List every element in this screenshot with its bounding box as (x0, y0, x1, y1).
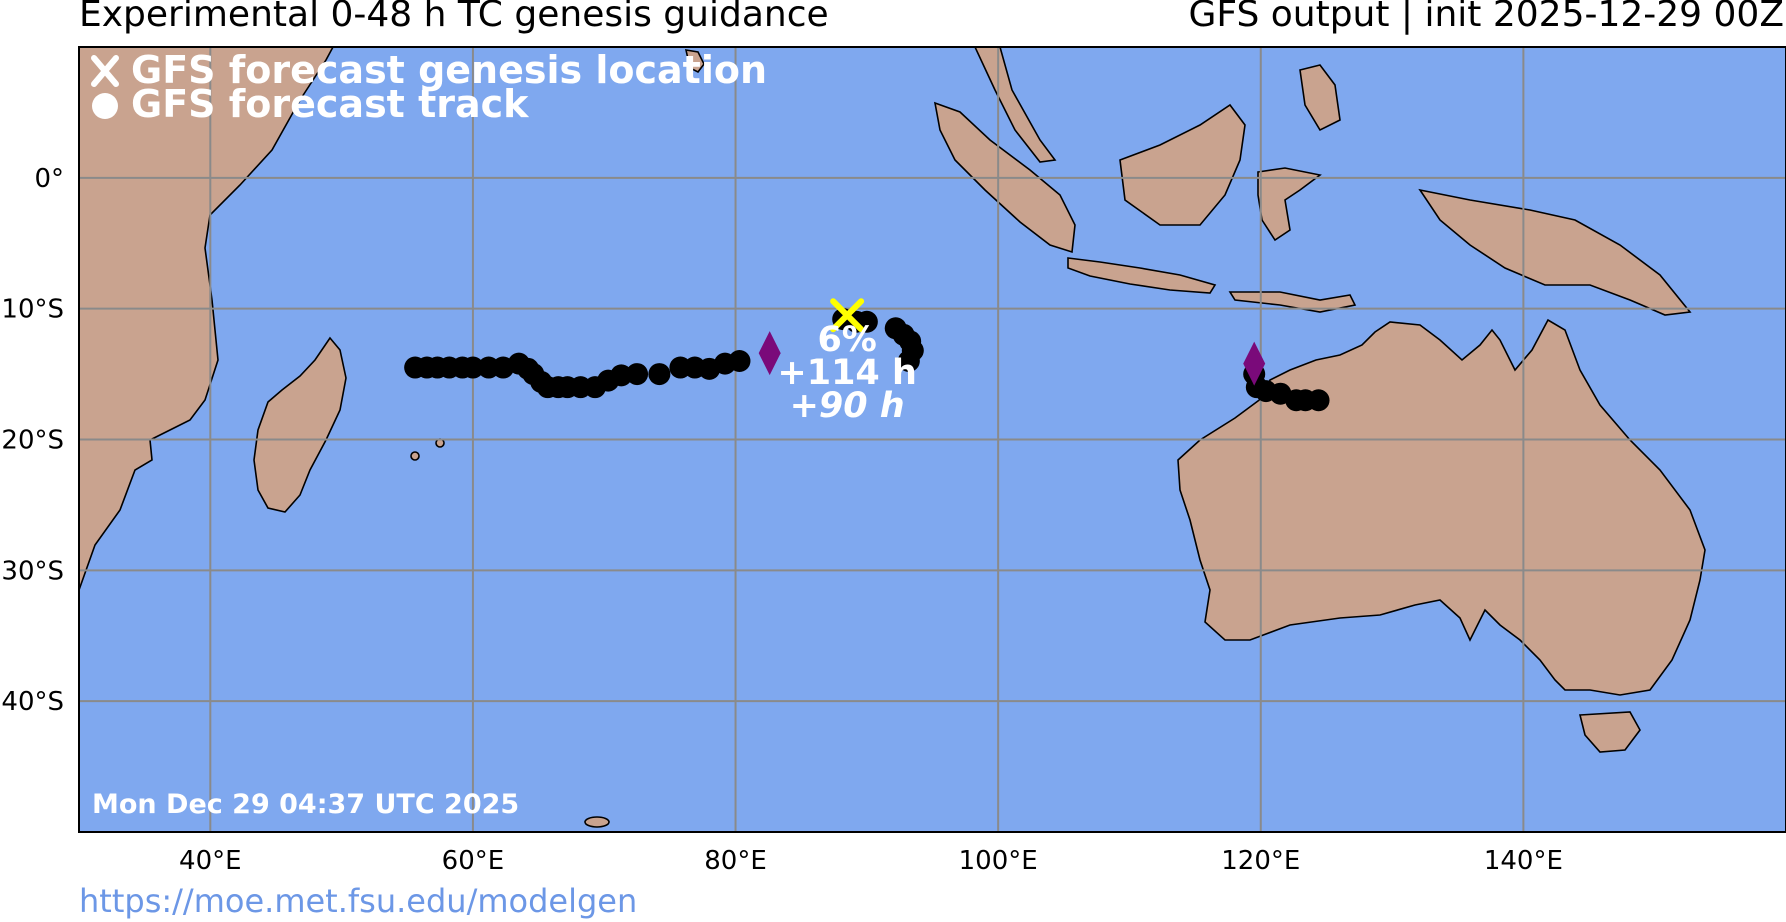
lon-tick-label: 40°E (179, 846, 242, 876)
lon-tick-label: 80°E (704, 846, 767, 876)
track-diamond-marker (1243, 341, 1266, 386)
source-url-link[interactable]: https://moe.met.fsu.edu/modelgen (79, 882, 638, 920)
lat-tick-label: 20°S (1, 426, 64, 456)
grid-lines (79, 47, 1786, 832)
landmass-tasmania (1578, 711, 1641, 753)
genesis-x-icon (830, 298, 865, 333)
landmass-philippines (1299, 64, 1341, 132)
lon-tick-label: 60°E (442, 846, 505, 876)
lon-tick-label: 100°E (959, 846, 1038, 876)
landmass-new-guinea (1418, 188, 1692, 316)
genesis-marker: 6%+114 h+90 h (777, 298, 917, 426)
map-title: Experimental 0-48 h TC genesis guidance (79, 0, 829, 35)
axis-tick-labels: 40°E 60°E 80°E 100°E 120°E 140°E 0° 10°S 20°S 30°… (1, 164, 1563, 876)
lat-tick-label: 0° (34, 164, 64, 194)
track-point (669, 356, 692, 379)
legend-track-label: GFS forecast track (131, 82, 529, 126)
landmass-madagascar (253, 336, 347, 513)
legend: GFS forecast genesis location GFS foreca… (91, 48, 767, 126)
track-diamond-marker (758, 331, 781, 376)
landmass-africa (79, 47, 334, 591)
landmass-malay-peninsula (974, 47, 1057, 163)
lat-tick-label: 10°S (1, 295, 64, 325)
track-point (1307, 389, 1330, 412)
landmass-borneo (1119, 103, 1246, 226)
dot-marker-icon (92, 93, 118, 119)
genesis-lead-time-label: +114 h (777, 353, 917, 393)
landmass-sri-lanka (684, 49, 705, 74)
genesis-probability-label: 6% (817, 320, 876, 360)
map-frame (78, 46, 1786, 833)
valid-time-stamp: Mon Dec 29 04:37 UTC 2025 (92, 789, 519, 820)
landmass-australia (1177, 318, 1706, 696)
lon-tick-label: 120°E (1221, 846, 1300, 876)
landmass-java (1067, 257, 1217, 294)
track-point (897, 350, 920, 372)
genesis-duration-label: +90 h (790, 386, 905, 426)
legend-genesis-label: GFS forecast genesis location (131, 48, 767, 92)
model-init-title: GFS output | init 2025-12-29 00Z (1188, 0, 1784, 35)
track-point (648, 363, 671, 386)
track-point (477, 356, 500, 379)
forecast-tracks (404, 308, 1330, 412)
x-marker-icon (91, 55, 119, 87)
lat-tick-label: 40°S (1, 687, 64, 717)
track-point (626, 363, 649, 386)
lon-tick-label: 140°E (1484, 846, 1563, 876)
lat-tick-label: 30°S (1, 556, 64, 586)
island-amsterdam (584, 816, 610, 828)
island-reunion (410, 451, 420, 461)
track-point (404, 356, 427, 379)
